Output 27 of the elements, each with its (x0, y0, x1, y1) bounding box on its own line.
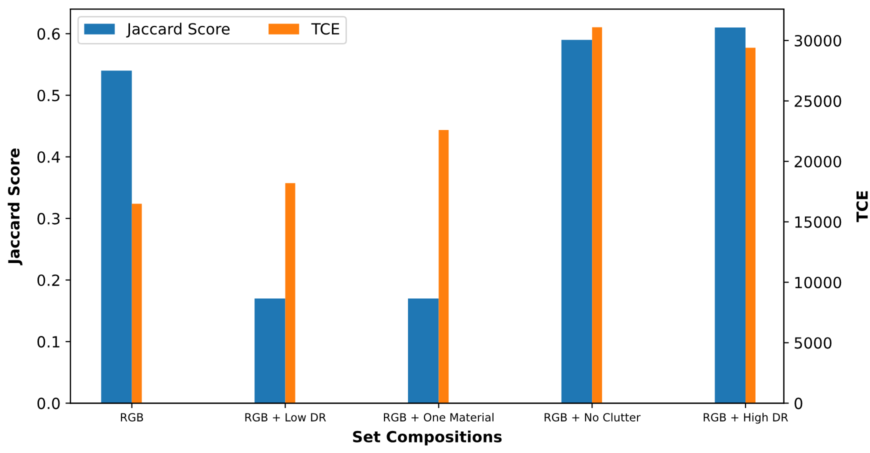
y-tick-label: 0.3 (37, 212, 60, 224)
y2-tick-label: 5000 (794, 337, 832, 349)
bar (285, 183, 296, 404)
x-tick-label: RGB + Low DR (245, 413, 326, 422)
x-axis-title: Set Compositions (353, 430, 502, 446)
y2-tick-label: 15000 (795, 216, 842, 228)
y2-tick-label: 25000 (794, 95, 842, 107)
y2-tick-label: 30000 (794, 34, 842, 47)
y-tick-label: 0.1 (37, 336, 60, 348)
y-tick-label: 0.0 (37, 398, 60, 410)
y2-tick-label: 10000 (795, 276, 842, 288)
y-tick-label: 0.6 (37, 28, 60, 40)
legend-label: TCE (311, 23, 340, 35)
legend-label: Jaccard Score (126, 22, 230, 38)
bar (132, 204, 142, 404)
y2-tick-label: 0 (794, 398, 802, 410)
x-tick-label: RGB + One Material (384, 412, 494, 422)
x-tick-label: RGB + No Clutter (544, 412, 641, 422)
x-tick-label: RGB (120, 413, 144, 422)
y-axis-title: Jaccard Score (8, 148, 22, 266)
x-tick-label: RGB + High DR (704, 412, 788, 424)
y-tick-label: 0.4 (37, 151, 60, 163)
bar (438, 130, 449, 404)
y2-tick-label: 20000 (794, 156, 842, 168)
y-tick-label: 0.2 (37, 274, 60, 286)
y-tick-label: 0.5 (37, 90, 60, 102)
y2-axis-title: TCE (856, 191, 868, 222)
